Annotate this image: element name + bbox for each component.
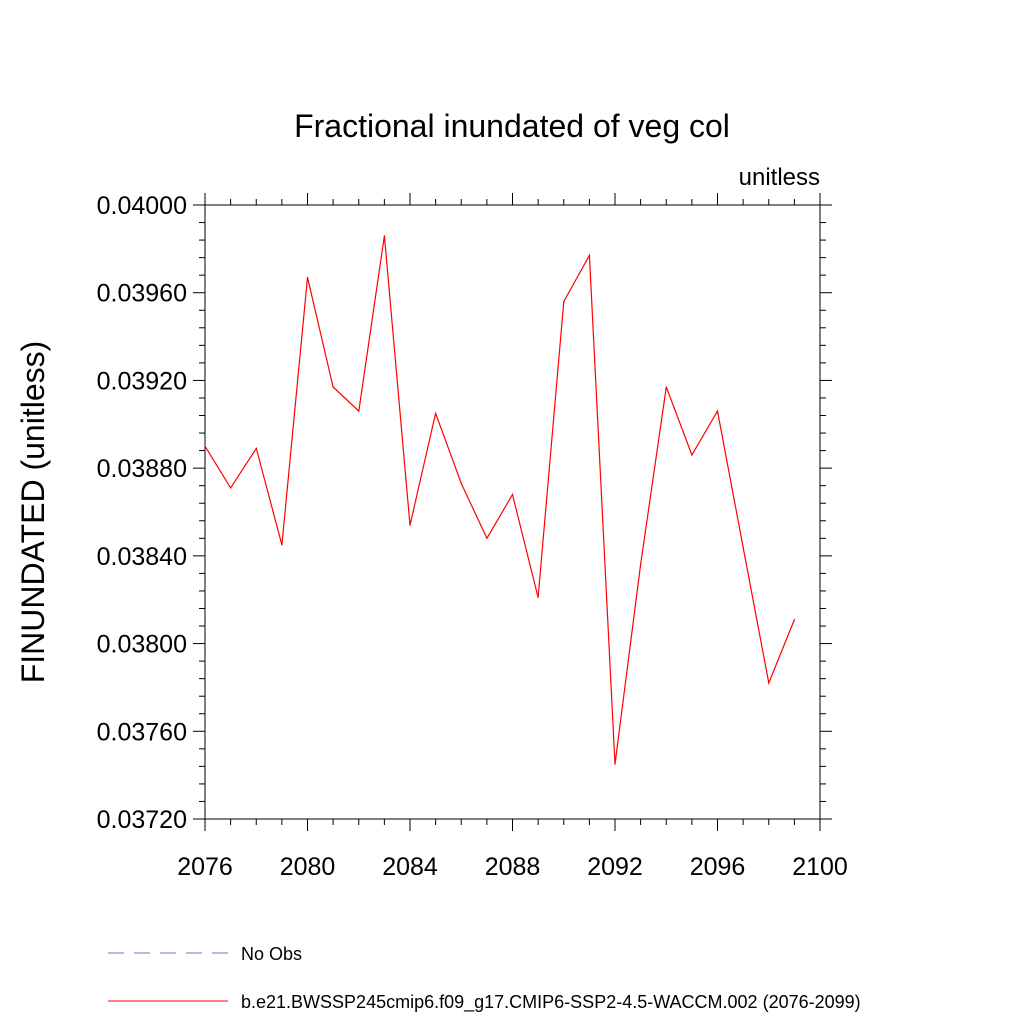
y-tick-label: 0.03840 xyxy=(97,543,187,571)
y-tick-label: 0.03800 xyxy=(97,631,187,659)
x-tick-label: 2084 xyxy=(382,853,438,881)
x-tick-label: 2076 xyxy=(177,853,233,881)
y-tick-label: 0.04000 xyxy=(97,192,187,220)
y-tick-label: 0.03720 xyxy=(97,806,187,834)
data-point xyxy=(383,235,385,237)
data-point xyxy=(793,618,795,621)
x-tick-label: 2096 xyxy=(690,853,746,881)
data-point xyxy=(281,544,283,546)
y-tick-label: 0.03880 xyxy=(97,455,187,483)
series-layer xyxy=(204,235,795,765)
data-point xyxy=(358,410,360,412)
data-point xyxy=(742,546,744,548)
data-point xyxy=(435,412,437,414)
data-point xyxy=(460,482,462,485)
y-axis-label: FINUNDATED (unitless) xyxy=(15,341,51,684)
data-point xyxy=(255,447,257,450)
legend: No Obs b.e21.BWSSP245cmip6.f09_g17.CMIP6-… xyxy=(108,944,861,1013)
data-point xyxy=(511,493,514,496)
x-tick-label: 2092 xyxy=(587,853,643,881)
axis-ticks: 2076 2080 2084 2088 2092 2096 2100 0.03720 0.037… xyxy=(97,192,848,881)
data-point xyxy=(640,564,642,566)
legend-label: No Obs xyxy=(241,944,302,964)
y-tick-label: 0.03920 xyxy=(97,367,187,395)
y-tick-label: 0.03960 xyxy=(97,280,187,308)
data-point xyxy=(332,386,334,388)
x-tick-label: 2088 xyxy=(485,853,541,881)
x-tick-label: 2100 xyxy=(792,853,848,881)
data-point xyxy=(691,454,693,456)
y-tick-label: 0.03760 xyxy=(97,718,187,746)
data-point xyxy=(204,445,206,447)
data-point xyxy=(768,682,770,684)
plot-frame xyxy=(204,204,821,820)
x-tick-label: 2080 xyxy=(280,853,336,881)
data-point xyxy=(588,254,590,257)
data-point xyxy=(665,386,667,388)
data-point xyxy=(230,487,232,489)
data-point xyxy=(563,300,565,303)
legend-label: b.e21.BWSSP245cmip6.f09_g17.CMIP6-SSP2-4… xyxy=(241,992,861,1013)
data-point xyxy=(716,410,719,412)
data-point xyxy=(306,276,309,278)
series-line-0 xyxy=(204,235,795,765)
data-point xyxy=(614,763,616,765)
chart-title: Fractional inundated of veg col xyxy=(294,108,730,144)
data-point xyxy=(537,596,539,599)
units-label: unitless xyxy=(739,164,820,191)
data-point xyxy=(486,537,488,539)
data-point xyxy=(409,524,411,526)
